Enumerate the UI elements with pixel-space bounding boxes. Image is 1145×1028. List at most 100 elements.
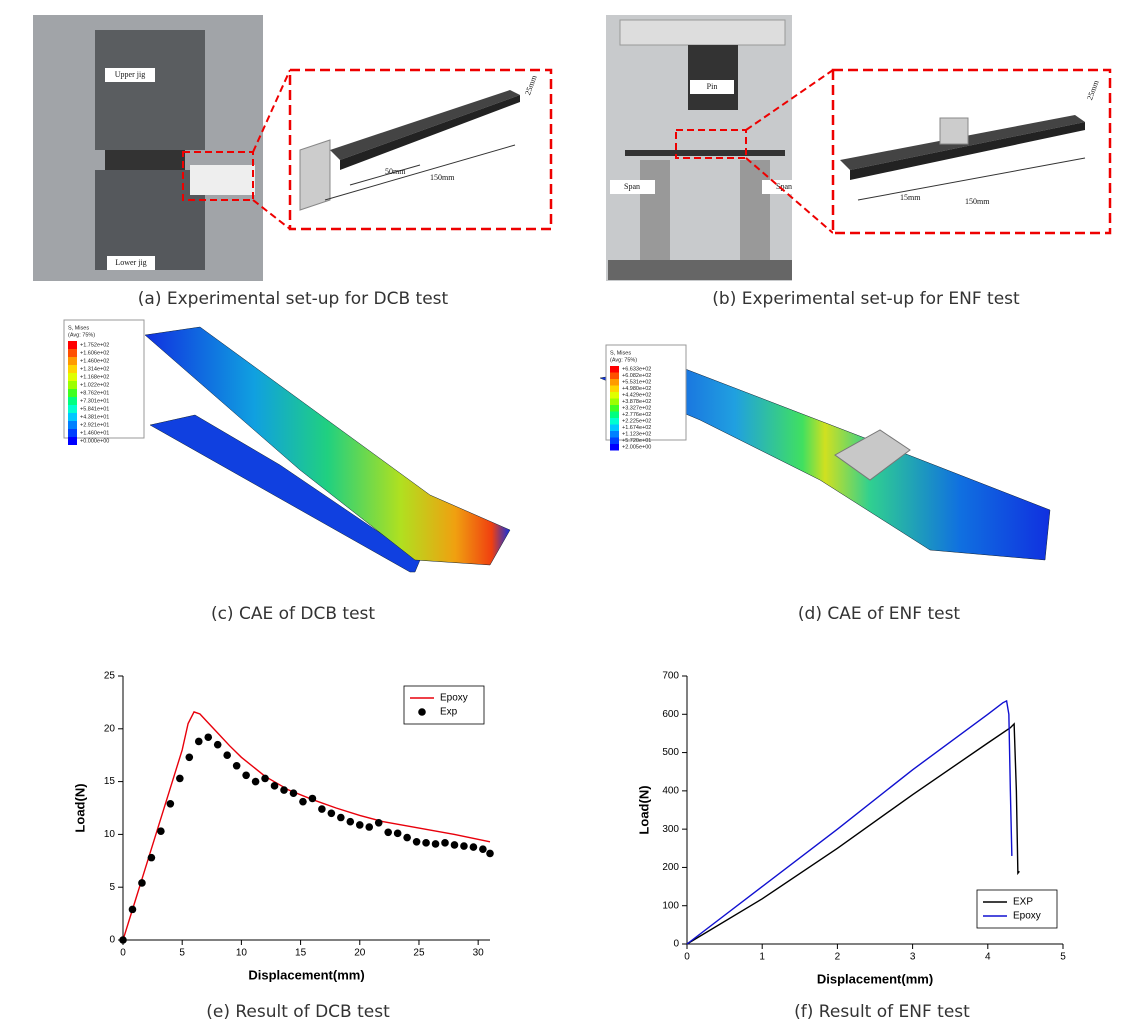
legend-subtitle: (Avg: 75%) <box>68 332 95 338</box>
y-tick-label: 10 <box>104 829 116 840</box>
caption: (f) Result of ENF test <box>794 1002 970 1022</box>
legend-swatch <box>68 421 77 429</box>
legend-level: +2.776e+02 <box>622 412 651 418</box>
y-tick-label: 5 <box>109 882 115 893</box>
legend-level: +1.022e+02 <box>80 382 109 388</box>
photo-label: Lower jig <box>115 258 146 267</box>
legend-swatch <box>68 373 77 381</box>
dim-label: 50mm <box>385 167 406 176</box>
data-point <box>346 817 355 826</box>
data-point <box>147 853 156 862</box>
y-tick-label: 700 <box>662 671 679 682</box>
legend-swatch <box>68 365 77 373</box>
dim-label: 15mm <box>900 193 921 202</box>
legend-level: +3.878e+02 <box>622 399 651 405</box>
legend-level: +0.000e+00 <box>80 438 109 444</box>
data-point <box>194 737 203 746</box>
legend-level: +1.460e+01 <box>80 430 109 436</box>
legend-level: +4.980e+02 <box>622 386 651 392</box>
legend-swatch <box>610 392 619 399</box>
legend-swatch <box>610 424 619 431</box>
data-point <box>337 813 345 822</box>
data-point <box>327 809 336 818</box>
legend-swatch <box>68 389 77 397</box>
legend-level: +3.327e+02 <box>622 406 651 412</box>
legend-level: +6.633e+02 <box>622 367 651 373</box>
legend-title: S, Mises <box>610 350 631 356</box>
legend-swatch <box>68 437 77 445</box>
y-tick-label: 600 <box>662 709 679 720</box>
legend-label: EXP <box>1013 897 1033 908</box>
x-tick-label: 1 <box>759 952 765 963</box>
legend-swatch <box>610 372 619 379</box>
photo-label: Span <box>776 182 792 191</box>
x-tick-label: 25 <box>413 948 425 959</box>
legend-marker <box>418 708 426 716</box>
data-point <box>176 774 184 783</box>
legend-swatch <box>68 381 77 389</box>
legend-label: Epoxy <box>1013 911 1041 922</box>
y-tick-label: 25 <box>104 671 116 682</box>
data-point <box>157 827 165 836</box>
legend-swatch <box>610 444 619 451</box>
data-point <box>204 733 213 742</box>
photo-label: Upper jig <box>115 70 145 79</box>
data-line <box>686 699 1013 945</box>
y-tick-label: 400 <box>662 785 679 796</box>
dcb-photo: Upper jig Lower jig 50mm 150mm 25mm <box>33 15 553 281</box>
y-tick-label: 100 <box>662 900 679 911</box>
legend-label: Exp <box>440 707 458 718</box>
legend-swatch <box>610 398 619 405</box>
data-point <box>128 905 137 914</box>
legend-swatch <box>610 385 619 392</box>
data-point <box>412 837 421 846</box>
data-point <box>299 797 307 806</box>
x-tick-label: 10 <box>236 948 248 959</box>
x-tick-label: 3 <box>910 952 916 963</box>
legend-swatch <box>68 429 77 437</box>
y-tick-label: 20 <box>104 723 116 734</box>
data-point <box>223 751 231 759</box>
x-tick-label: 30 <box>473 948 485 959</box>
legend-swatch <box>610 405 619 412</box>
legend-level: +8.762e+01 <box>80 390 109 396</box>
x-axis-label: Displacement(mm) <box>817 971 933 986</box>
data-point <box>479 845 487 853</box>
legend-level: +5.841e+01 <box>80 406 109 412</box>
legend-swatch <box>68 413 77 421</box>
data-point <box>251 777 260 786</box>
dim-label: 150mm <box>430 173 455 182</box>
x-tick-label: 0 <box>120 948 126 959</box>
legend-swatch <box>68 341 77 349</box>
legend-level: +4.429e+02 <box>622 393 651 399</box>
data-point <box>280 786 288 794</box>
data-point <box>213 740 222 749</box>
data-point <box>365 823 374 831</box>
data-point <box>431 840 440 848</box>
legend-level: +1.752e+02 <box>80 342 109 348</box>
x-tick-label: 4 <box>985 952 991 963</box>
data-point <box>289 789 298 798</box>
caption: (d) CAE of ENF test <box>798 604 961 624</box>
legend-swatch <box>610 431 619 438</box>
data-line <box>122 711 491 941</box>
legend-swatch <box>68 349 77 357</box>
data-point <box>308 794 317 803</box>
data-point <box>232 761 241 770</box>
legend-level: +1.314e+02 <box>80 366 109 372</box>
data-point <box>469 843 478 851</box>
data-point <box>138 879 146 887</box>
data-point <box>403 833 411 842</box>
caption: (b) Experimental set-up for ENF test <box>712 289 1020 309</box>
enf-photo: Pin Span Span 15mm 150mm 25mm <box>606 15 1112 281</box>
legend-level: +1.168e+02 <box>80 374 109 380</box>
legend-level: +6.082e+02 <box>622 373 651 379</box>
data-point <box>261 774 269 783</box>
data-point <box>393 829 402 838</box>
caption: (c) CAE of DCB test <box>211 604 375 624</box>
legend-level: +1.606e+02 <box>80 350 109 356</box>
cae-dcb <box>63 319 511 573</box>
legend-level: +1.674e+02 <box>622 425 651 431</box>
legend-level: +2.225e+02 <box>622 419 651 425</box>
